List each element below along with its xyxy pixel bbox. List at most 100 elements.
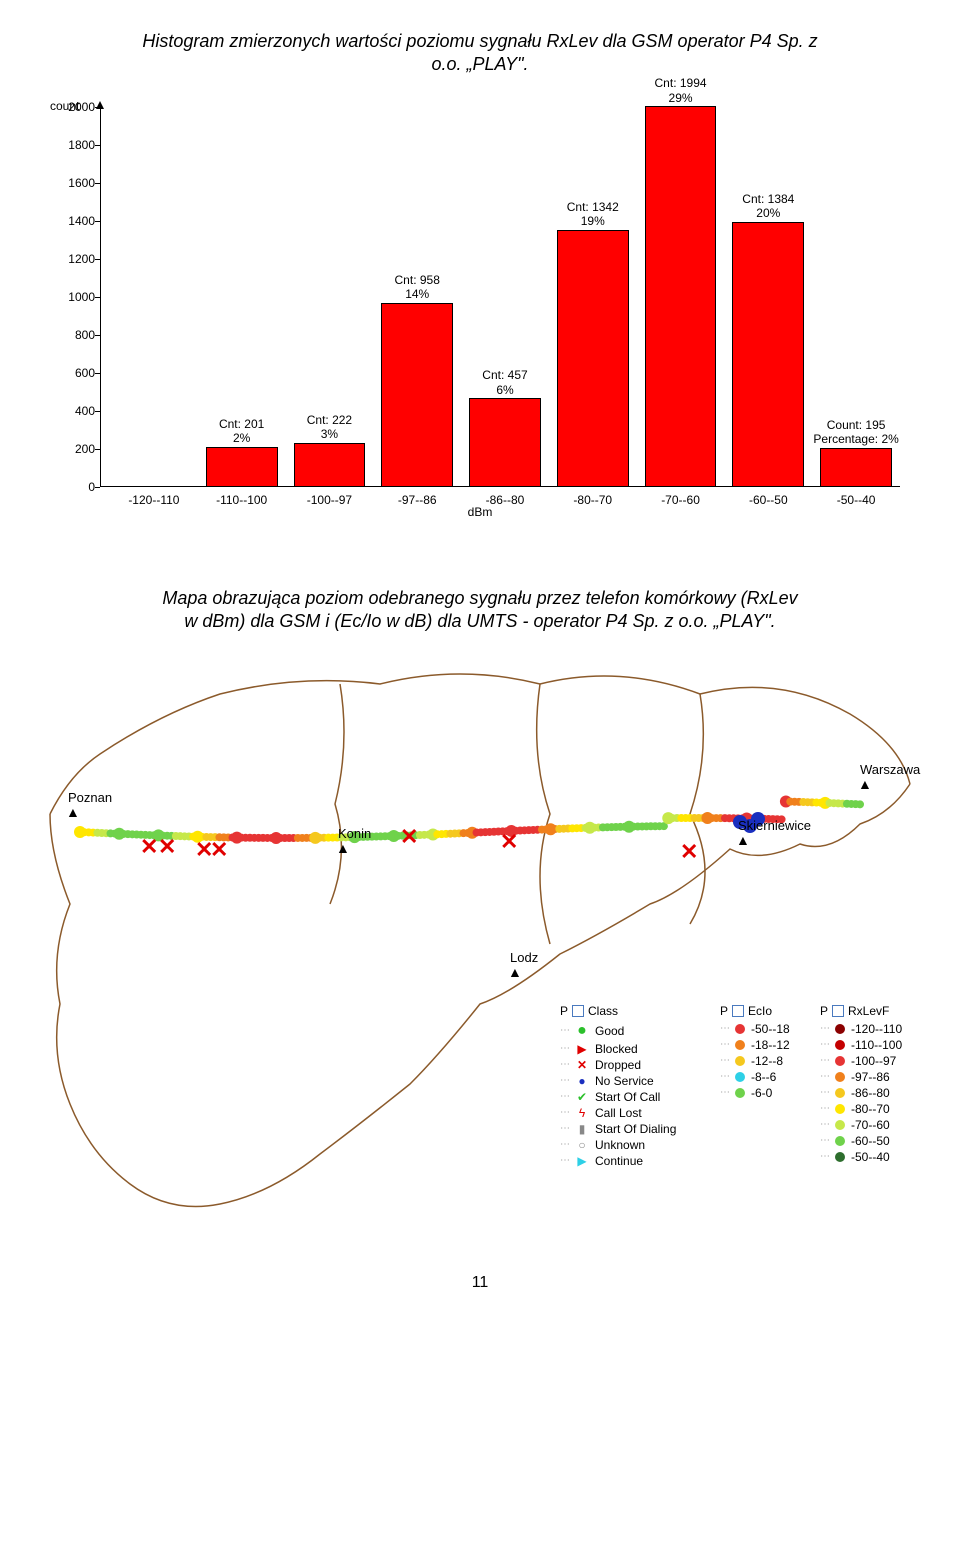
legend-label: -50--18 [751,1022,790,1036]
legend-label: -18--12 [751,1038,790,1052]
legend-swatch [835,1152,845,1162]
legend-label: Call Lost [595,1106,642,1120]
legend-swatch-icon: ▶ [575,1042,589,1056]
bar-count-label: Cnt: 958 [372,273,462,287]
legend-title: RxLevF [848,1004,889,1018]
dropped-mark: ✕ [140,834,158,859]
bar-pct-label: 2% [197,431,287,445]
legend-item: ⋯-8--6 [720,1070,790,1084]
caption2-l1: Mapa obrazująca poziom odebranego sygnał… [162,588,797,608]
legend-label: -12--8 [751,1054,783,1068]
city-marker: ▲ [508,964,522,980]
legend-item: ⋯-97--86 [820,1070,902,1084]
legend-label: -50--40 [851,1150,890,1164]
histogram-bar: Cnt: 134219% [557,230,629,487]
legend-swatch [735,1040,745,1050]
y-tick-label: 600 [60,366,95,380]
legend-label: Good [595,1024,624,1038]
histogram-caption: Histogram zmierzonych wartości poziomu s… [40,30,920,77]
legend-label: Start Of Call [595,1090,660,1104]
city-marker: ▲ [336,840,350,856]
legend-item: ⋯▶Continue [560,1154,676,1168]
y-tick-label: 2000 [60,100,95,114]
bar-slot: Cnt: 2012%-110--100 [198,107,286,487]
legend-label: -60--50 [851,1134,890,1148]
map-svg: ✕✕✕✕✕✕✕ [40,654,920,1234]
caption2-l2: w dBm) dla GSM i (Ec/Io w dB) dla UMTS -… [184,611,775,631]
bar-pct-label: 14% [372,287,462,301]
legend-swatch-icon: ▶ [575,1154,589,1168]
map-caption: Mapa obrazująca poziom odebranego sygnał… [40,587,920,634]
bar-slot: Cnt: 4576%-86--80 [461,107,549,487]
bar-pct-label: Percentage: 2% [811,432,901,446]
dropped-mark: ✕ [500,829,518,854]
legend-label: -8--6 [751,1070,776,1084]
histogram-bar: Cnt: 4576% [469,398,541,487]
x-axis-label: dBm [50,505,910,519]
caption1-l1: Histogram zmierzonych wartości poziomu s… [142,31,817,51]
bar-pct-label: 20% [723,206,813,220]
histogram-bar: Cnt: 138420% [732,222,804,487]
bar-count-label: Cnt: 222 [285,413,375,427]
legend-item: ⋯○Unknown [560,1138,676,1152]
bar-count-label: Cnt: 1342 [548,200,638,214]
coverage-map: ✕✕✕✕✕✕✕ ▲Poznan▲Konin▲Lodz▲Skierniewice▲… [40,654,920,1234]
bar-count-label: Cnt: 1994 [636,76,726,90]
legend-item: ⋯▶Blocked [560,1042,676,1056]
legend-class: PClass⋯●Good⋯▶Blocked⋯✕Dropped⋯●No Servi… [560,1004,676,1170]
y-tick-label: 0 [60,480,95,494]
route-point [856,800,864,808]
y-tick-label: 1400 [60,214,95,228]
legend-swatch-icon: ▮ [575,1122,589,1136]
legend-swatch-icon: ϟ [575,1106,589,1120]
caption1-l2: o.o. „PLAY". [431,54,528,74]
city-label: Warszawa [860,762,920,777]
y-tick-label: 200 [60,442,95,456]
y-axis: 0200400600800100012001400160018002000 [100,107,101,487]
dropped-mark: ✕ [400,824,418,849]
legend-item: ⋯-12--8 [720,1054,790,1068]
legend-swatch [735,1072,745,1082]
legend-item: ⋯✕Dropped [560,1058,676,1072]
y-tick-label: 1200 [60,252,95,266]
legend-item: ⋯-80--70 [820,1102,902,1116]
legend-swatch-icon: ○ [575,1138,589,1152]
legend-item: ⋯-6-0 [720,1086,790,1100]
legend-swatch [835,1136,845,1146]
legend-label: -86--80 [851,1086,890,1100]
legend-item: ⋯●Good [560,1022,676,1040]
legend-item: ⋯▮Start Of Dialing [560,1122,676,1136]
legend-swatch [735,1088,745,1098]
legend-item: ⋯-50--18 [720,1022,790,1036]
legend-item: ⋯-70--60 [820,1118,902,1132]
x-tick-label: -50--40 [802,487,910,507]
legend-swatch [835,1024,845,1034]
legend-swatch [835,1056,845,1066]
bar-count-label: Count: 195 [811,418,901,432]
city-label: Konin [338,826,371,841]
city-label: Skierniewice [738,818,811,833]
legend-label: -70--60 [851,1118,890,1132]
bar-count-label: Cnt: 1384 [723,192,813,206]
city-marker: ▲ [66,804,80,820]
bar-pct-label: 6% [460,383,550,397]
bar-slot: Cnt: 134219%-80--70 [549,107,637,487]
legend-label: -110--100 [851,1038,902,1052]
legend-ecio: PEcIo⋯-50--18⋯-18--12⋯-12--8⋯-8--6⋯-6-0 [720,1004,790,1102]
legend-label: -80--70 [851,1102,890,1116]
histogram-bar: Cnt: 2012% [206,447,278,487]
legend-swatch [735,1056,745,1066]
legend-item: ⋯-100--97 [820,1054,902,1068]
legend-title: Class [588,1004,618,1018]
bar-pct-label: 3% [285,427,375,441]
bar-slot: Count: 195Percentage: 2%-50--40 [812,107,900,487]
city-label: Lodz [510,950,538,965]
legend-label: Continue [595,1154,643,1168]
bar-slot: Cnt: 2223%-100--97 [286,107,374,487]
histogram-bar: Count: 195Percentage: 2% [820,448,892,487]
city-label: Poznan [68,790,112,805]
legend-label: Dropped [595,1058,641,1072]
legend-item: ⋯-110--100 [820,1038,902,1052]
legend-item: ⋯-50--40 [820,1150,902,1164]
legend-item: ⋯●No Service [560,1074,676,1088]
